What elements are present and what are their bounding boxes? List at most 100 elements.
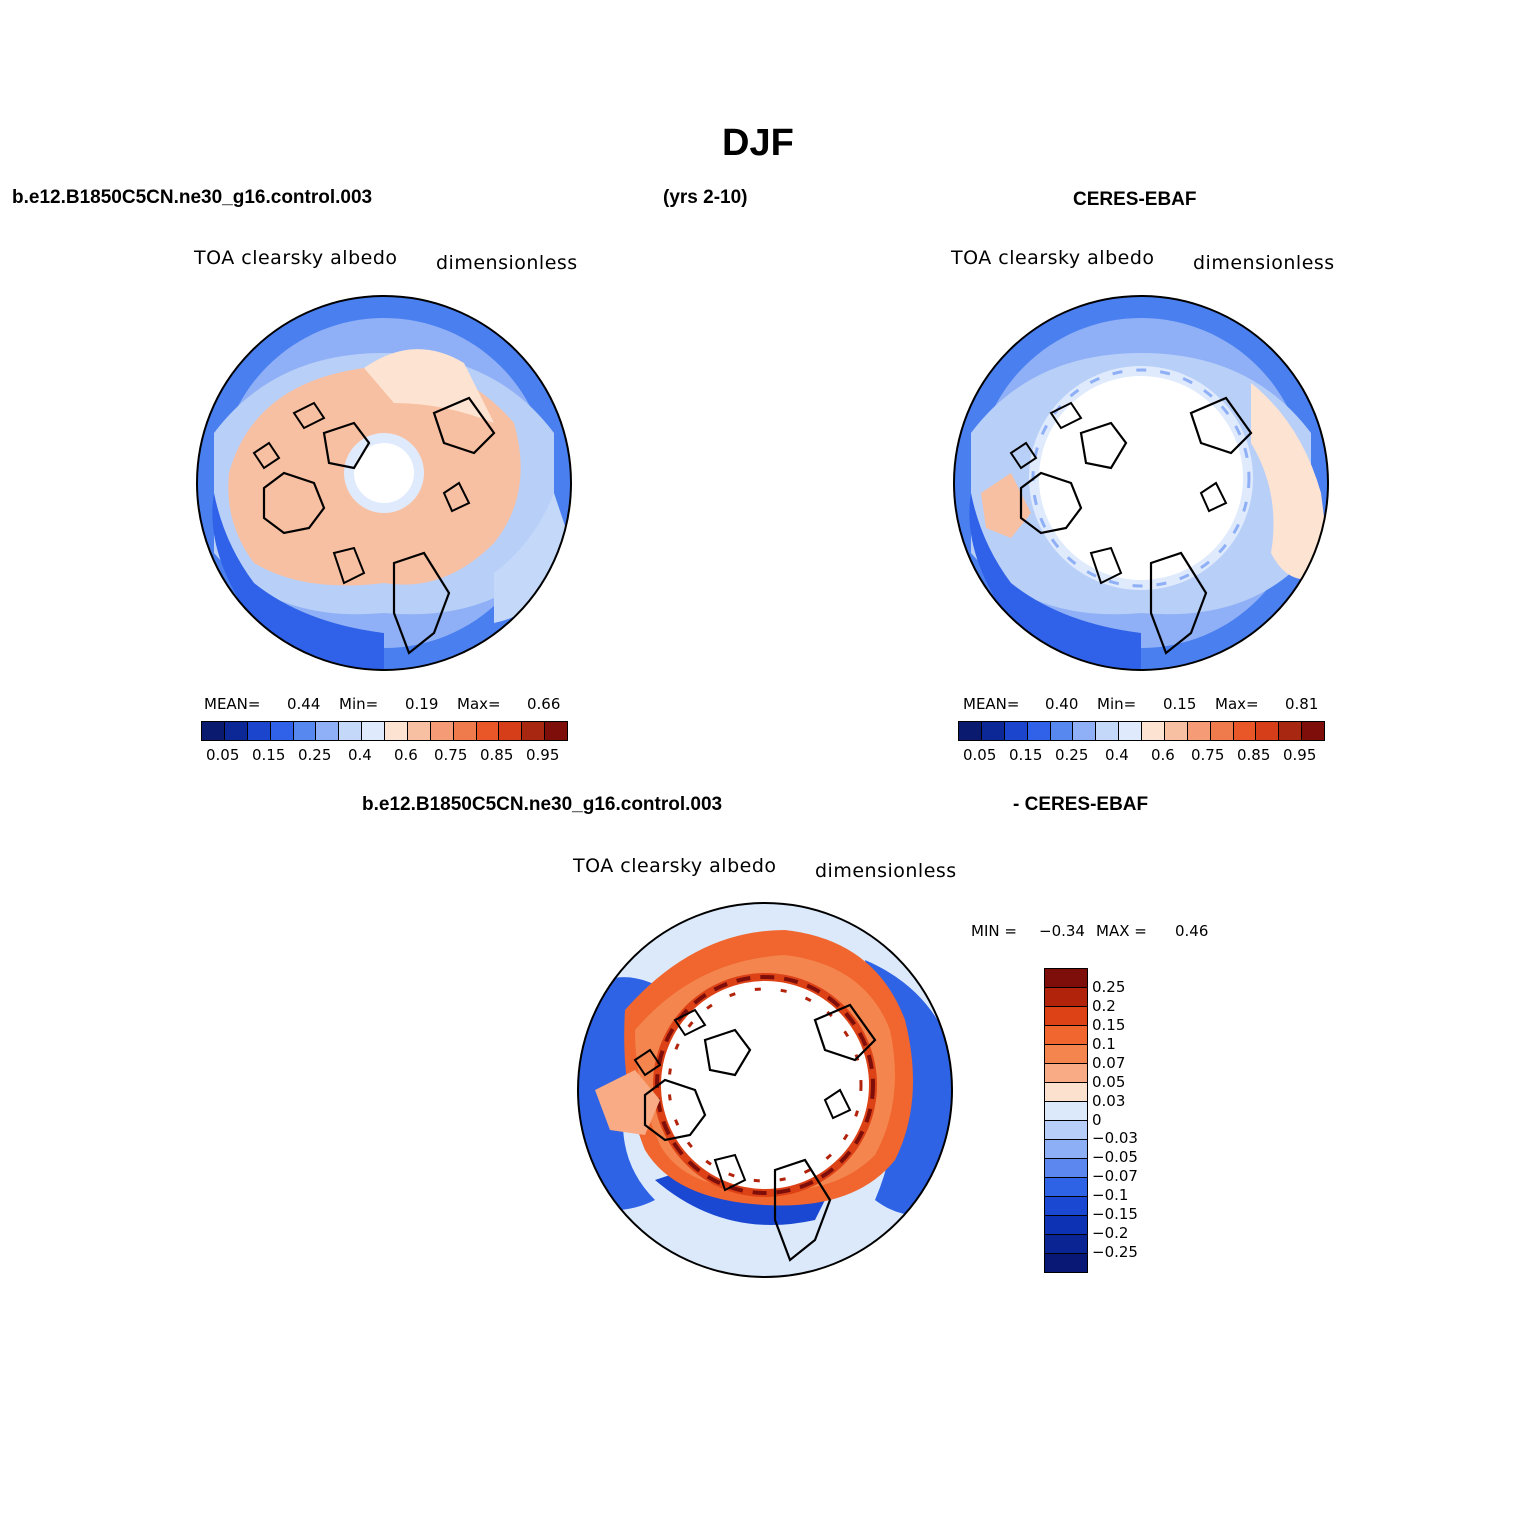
diff-colorbar-tick: 0: [1092, 1110, 1102, 1129]
colorbar-swatch: [339, 722, 363, 740]
diff-min-label: MIN =: [971, 922, 1017, 940]
model-variable-label: TOA clearsky albedo: [194, 247, 398, 269]
diff-colorbar-tick: 0.2: [1092, 996, 1116, 1015]
model-units-label: dimensionless: [436, 252, 578, 274]
diff-colorbar-tick: 0.25: [1092, 977, 1126, 996]
obs-max-value: 0.81: [1285, 695, 1319, 713]
obs-colorbar-tick: 0.05: [963, 746, 997, 764]
colorbar-swatch: [1045, 1178, 1087, 1197]
obs-units-label: dimensionless: [1193, 252, 1335, 274]
colorbar-swatch: [1050, 722, 1074, 740]
colorbar-swatch: [1233, 722, 1257, 740]
obs-colorbar-tick: 0.85: [1237, 746, 1271, 764]
diff-colorbar-tick: −0.07: [1092, 1167, 1138, 1186]
model-colorbar-tick: 0.25: [298, 746, 332, 764]
colorbar-swatch: [1302, 722, 1324, 740]
model-colorbar-tick: 0.05: [206, 746, 240, 764]
obs-colorbar-tick: 0.25: [1055, 746, 1089, 764]
colorbar-swatch: [1045, 1197, 1087, 1216]
colorbar-swatch: [499, 722, 523, 740]
colorbar-swatch: [1045, 1235, 1087, 1254]
colorbar-swatch: [1045, 1159, 1087, 1178]
model-max-value: 0.66: [527, 695, 561, 713]
diff-colorbar-tick: 0.07: [1092, 1053, 1126, 1072]
diff-polar-map: [577, 902, 953, 1278]
diff-colorbar-tick: −0.25: [1092, 1243, 1138, 1262]
model-case-header: b.e12.B1850C5CN.ne30_g16.control.003: [12, 187, 373, 208]
model-colorbar-labels: 0.05 0.15 0.25 0.4 0.6 0.75 0.85 0.95: [201, 746, 566, 766]
colorbar-swatch: [522, 722, 546, 740]
model-colorbar-tick: 0.95: [526, 746, 560, 764]
diff-header-right: - CERES-EBAF: [1013, 794, 1149, 815]
model-colorbar-tick: 0.75: [434, 746, 468, 764]
obs-polar-map: [953, 295, 1329, 671]
colorbar-swatch: [385, 722, 408, 740]
colorbar-swatch: [545, 722, 567, 740]
colorbar-swatch: [981, 722, 1005, 740]
colorbar-swatch: [1045, 1140, 1087, 1159]
colorbar-swatch: [1187, 722, 1211, 740]
obs-colorbar-tick: 0.6: [1151, 746, 1175, 764]
diff-colorbar-tick: −0.15: [1092, 1205, 1138, 1224]
colorbar-swatch: [1004, 722, 1028, 740]
colorbar-swatch: [224, 722, 248, 740]
model-colorbar-tick: 0.85: [480, 746, 514, 764]
model-mean-label: MEAN=: [204, 695, 261, 713]
colorbar-swatch: [1045, 1254, 1087, 1272]
diff-colorbar: [1044, 968, 1088, 1273]
diff-colorbar-tick: −0.05: [1092, 1148, 1138, 1167]
colorbar-swatch: [316, 722, 340, 740]
obs-min-label: Min=: [1097, 695, 1137, 713]
diff-variable-label: TOA clearsky albedo: [573, 855, 777, 877]
diff-max-label: MAX =: [1096, 922, 1147, 940]
colorbar-swatch: [1164, 722, 1188, 740]
diff-colorbar-tick: 0.1: [1092, 1034, 1116, 1053]
colorbar-swatch: [1096, 722, 1120, 740]
model-min-label: Min=: [339, 695, 379, 713]
obs-colorbar: [958, 721, 1325, 741]
model-colorbar-tick: 0.15: [252, 746, 286, 764]
colorbar-swatch: [1045, 1064, 1087, 1083]
colorbar-swatch: [270, 722, 294, 740]
model-max-label: Max=: [457, 695, 501, 713]
colorbar-swatch: [247, 722, 271, 740]
colorbar-swatch: [1279, 722, 1303, 740]
diff-min-value: −0.34: [1039, 922, 1085, 940]
colorbar-swatch: [362, 722, 385, 740]
obs-mean-label: MEAN=: [963, 695, 1020, 713]
colorbar-swatch: [1027, 722, 1051, 740]
diff-header-left: b.e12.B1850C5CN.ne30_g16.control.003: [362, 794, 723, 815]
colorbar-swatch: [453, 722, 477, 740]
colorbar-swatch: [1045, 1121, 1087, 1140]
colorbar-swatch: [1045, 1007, 1087, 1026]
diff-max-value: 0.46: [1175, 922, 1209, 940]
colorbar-swatch: [1142, 722, 1165, 740]
model-polar-map: [196, 295, 572, 671]
diff-colorbar-tick: 0.15: [1092, 1015, 1126, 1034]
diff-colorbar-tick: −0.03: [1092, 1129, 1138, 1148]
obs-colorbar-tick: 0.4: [1105, 746, 1129, 764]
colorbar-swatch: [959, 722, 982, 740]
colorbar-swatch: [1045, 1102, 1087, 1121]
obs-colorbar-tick: 0.75: [1191, 746, 1225, 764]
colorbar-swatch: [1256, 722, 1280, 740]
obs-header: CERES-EBAF: [1073, 189, 1197, 210]
obs-min-value: 0.15: [1163, 695, 1197, 713]
diff-colorbar-tick: −0.2: [1092, 1224, 1129, 1243]
diff-colorbar-tick: −0.1: [1092, 1186, 1129, 1205]
model-min-value: 0.19: [405, 695, 439, 713]
diff-colorbar-tick: 0.05: [1092, 1072, 1126, 1091]
model-colorbar: [201, 721, 568, 741]
diff-units-label: dimensionless: [815, 860, 957, 882]
page-title: DJF: [722, 122, 794, 164]
obs-colorbar-tick: 0.15: [1009, 746, 1043, 764]
colorbar-swatch: [1045, 969, 1087, 988]
colorbar-swatch: [1045, 1083, 1087, 1102]
colorbar-swatch: [1045, 1045, 1087, 1064]
obs-colorbar-labels: 0.05 0.15 0.25 0.4 0.6 0.75 0.85 0.95: [958, 746, 1323, 766]
colorbar-swatch: [476, 722, 500, 740]
model-colorbar-tick: 0.4: [348, 746, 372, 764]
colorbar-swatch: [1210, 722, 1234, 740]
obs-variable-label: TOA clearsky albedo: [951, 247, 1155, 269]
colorbar-swatch: [1045, 1026, 1087, 1045]
